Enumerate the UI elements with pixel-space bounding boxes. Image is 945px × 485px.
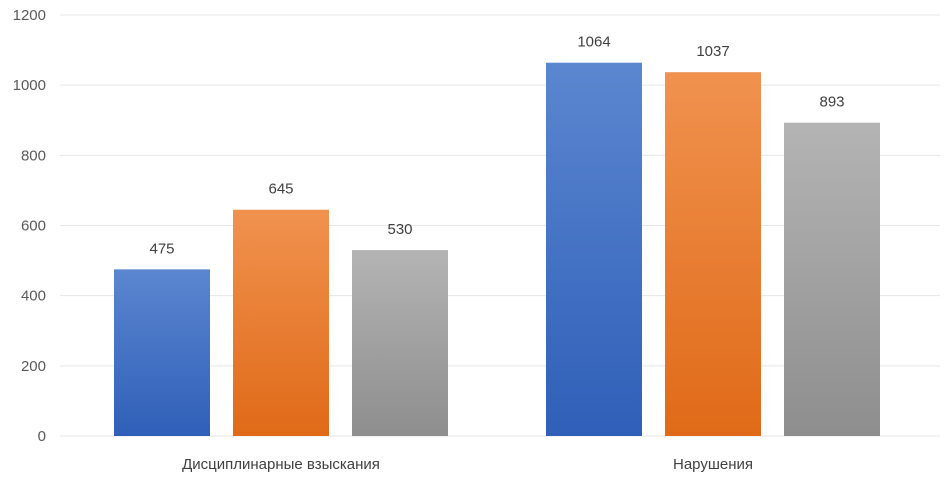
y-tick-label: 1000	[13, 77, 46, 94]
bar-series-2-violations	[665, 72, 761, 436]
y-tick-label: 200	[21, 358, 46, 375]
y-tick-label: 600	[21, 218, 46, 235]
bar-series-2-disciplinary	[233, 209, 329, 436]
y-tick-label: 800	[21, 147, 46, 164]
bar-series-1-violations	[546, 62, 642, 437]
data-label: 530	[387, 221, 412, 238]
y-tick-label: 1200	[13, 7, 46, 24]
data-labels: 475 645 530 1064 1037 893	[149, 34, 844, 258]
y-axis-tick-labels: 0 200 400 600 800 1000 1200	[13, 7, 46, 445]
data-label: 645	[268, 181, 293, 198]
bars	[114, 62, 880, 437]
data-label: 475	[149, 240, 174, 257]
x-category-label: Дисциплинарные взыскания	[182, 456, 380, 473]
y-tick-label: 0	[38, 428, 46, 445]
x-axis-category-labels: Дисциплинарные взыскания Нарушения	[182, 456, 753, 473]
bar-series-3-violations	[784, 122, 880, 436]
data-label: 893	[819, 94, 844, 111]
data-label: 1064	[577, 34, 610, 51]
x-category-label: Нарушения	[673, 456, 753, 473]
data-label: 1037	[696, 43, 729, 60]
bar-series-1-disciplinary	[114, 269, 210, 436]
bar-series-3-disciplinary	[352, 250, 448, 436]
y-tick-label: 400	[21, 288, 46, 305]
